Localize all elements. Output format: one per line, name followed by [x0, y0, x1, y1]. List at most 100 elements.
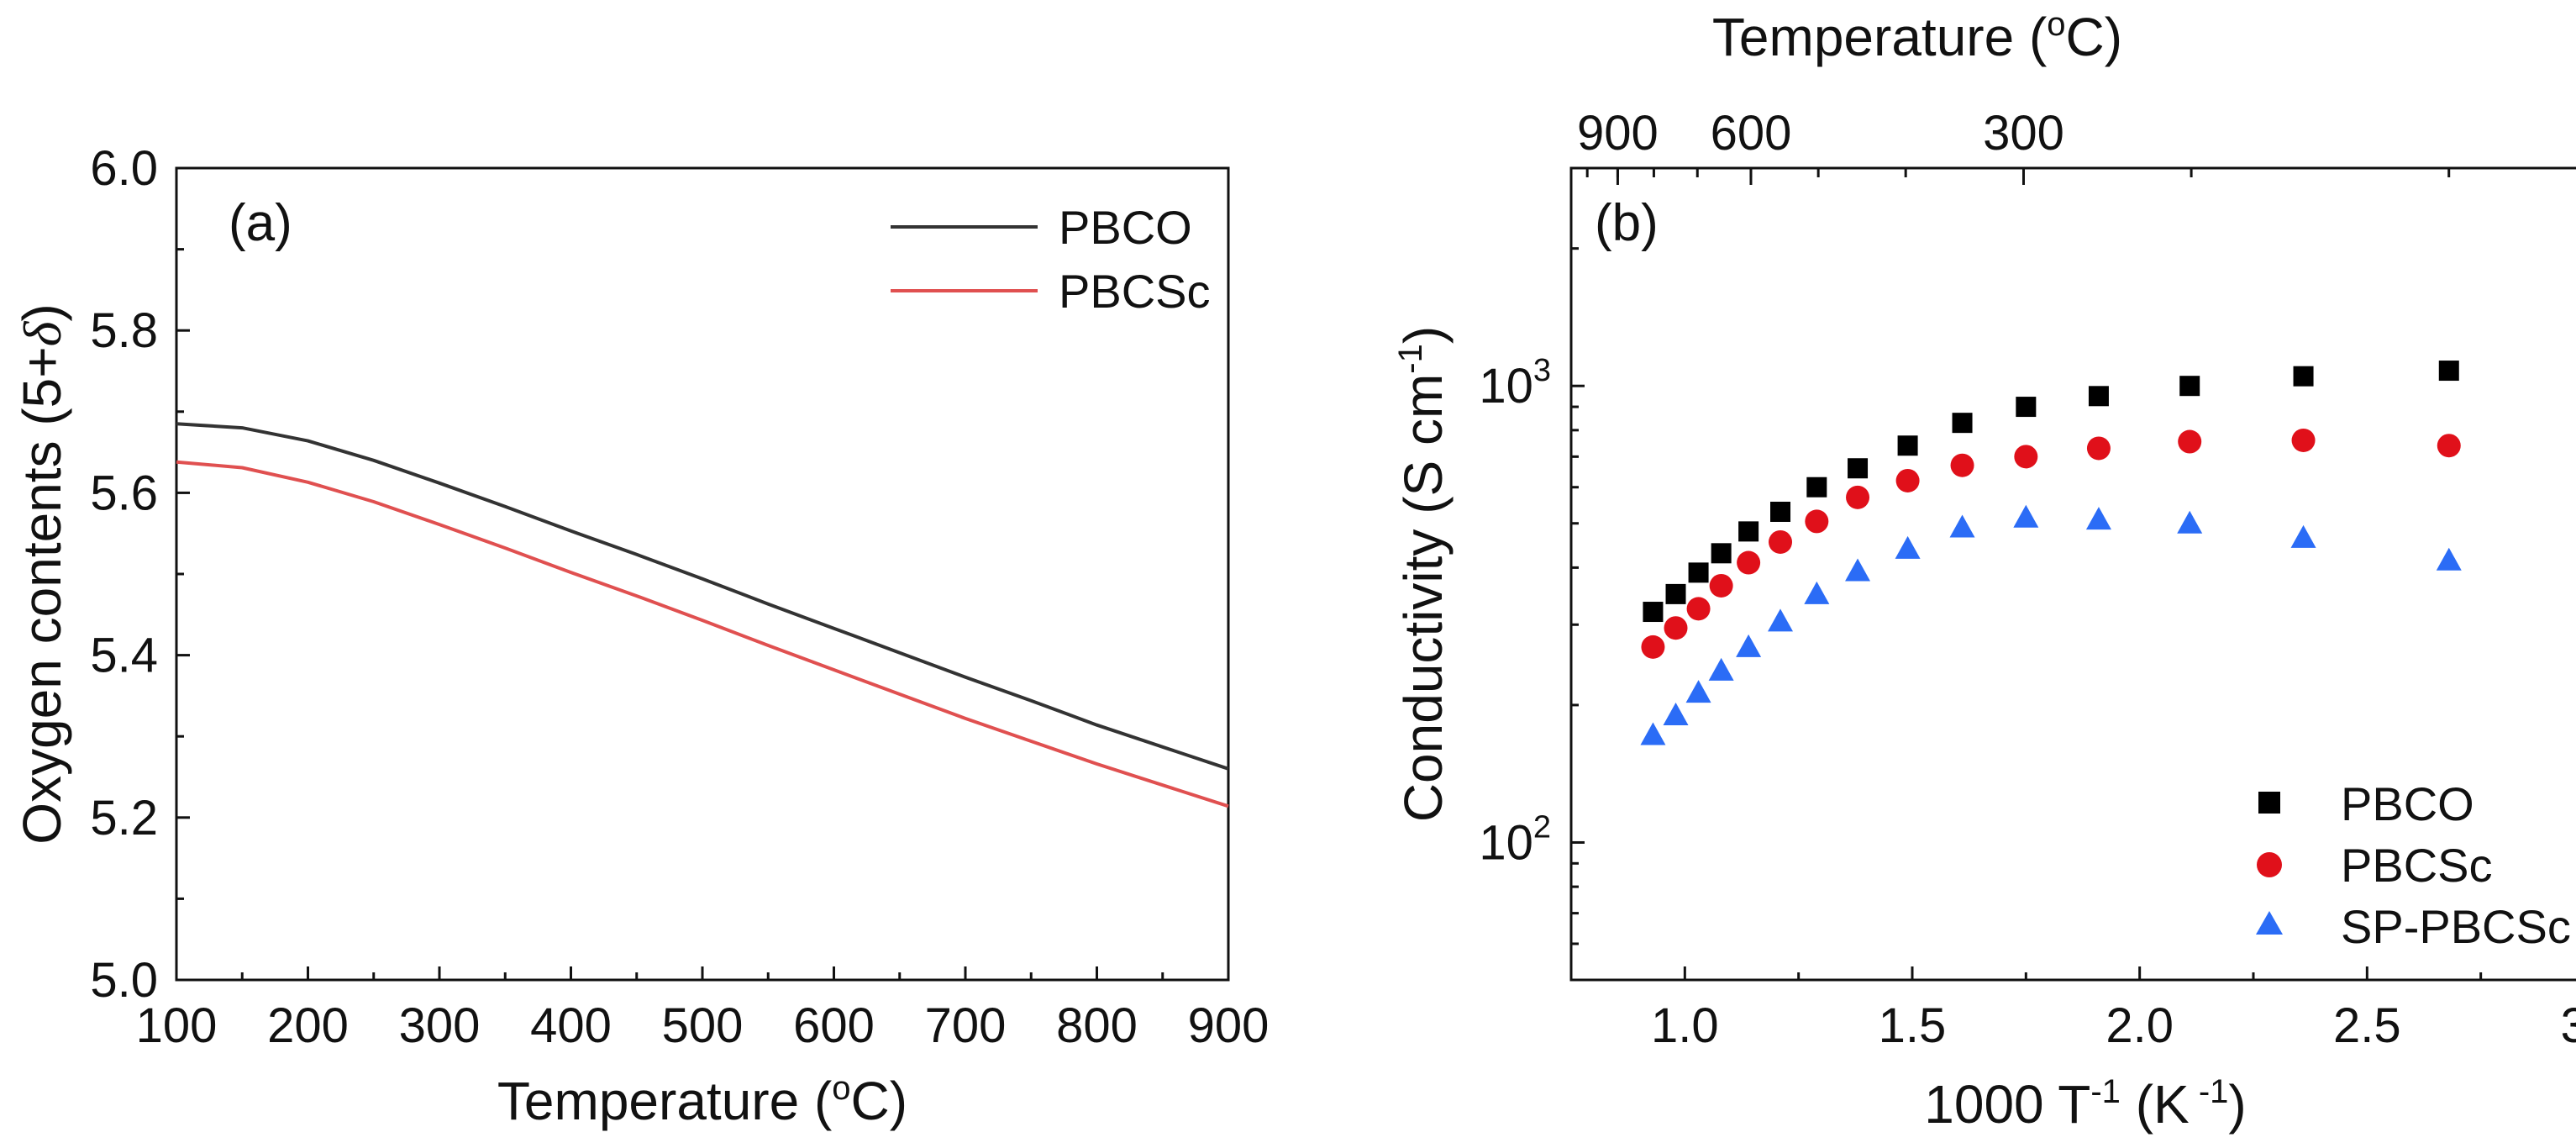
data-point-pbcsc: [1805, 509, 1829, 534]
data-point-pbcsc: [1950, 453, 1974, 477]
data-point-sp-pbcsc: [1845, 558, 1871, 582]
panel-b-y-tick-label: 103: [1479, 353, 1551, 413]
data-point-pbco: [1688, 562, 1709, 583]
panel-a-x-axis-title: Temperature (oC): [497, 1070, 907, 1131]
panel-b-x-tick-label: 1.0: [1651, 998, 1719, 1053]
panel-a-y-tick-label: 5.6: [90, 466, 158, 520]
data-point-sp-pbcsc: [1804, 581, 1830, 604]
panel-a-x-tick-label: 300: [399, 998, 481, 1053]
panel-a-label: (a): [229, 194, 292, 252]
data-point-pbco: [2016, 397, 2037, 418]
data-point-sp-pbcsc: [1736, 634, 1762, 657]
panel-a-x-tick-label: 900: [1188, 998, 1270, 1053]
data-point-pbcsc: [1737, 550, 1761, 575]
data-point-sp-pbcsc: [2085, 507, 2111, 530]
data-point-sp-pbcsc: [1949, 514, 1975, 538]
data-point-sp-pbcsc: [2177, 510, 2203, 534]
data-point-pbcsc: [1641, 635, 1665, 659]
panel-b-x-tick-label: 2.0: [2105, 998, 2174, 1053]
panel-a-series-lines: [176, 422, 1229, 808]
panel-a-y-tick-label: 5.4: [90, 629, 158, 683]
data-point-pbco: [1952, 413, 1973, 434]
data-point-pbco: [1848, 458, 1869, 479]
data-point-pbco: [2179, 376, 2200, 397]
data-point-pbcsc: [2291, 428, 2316, 452]
panel-b-top-axis-title: Temperature (oC): [1712, 6, 2122, 67]
data-point-pbco: [1770, 501, 1791, 522]
panel-b-x-tick-label: 1.5: [1879, 998, 1947, 1053]
data-point-sp-pbcsc: [2013, 504, 2039, 528]
data-point-pbco: [2438, 361, 2459, 382]
y-tick-base: 10: [1479, 359, 1533, 413]
data-point-sp-pbcsc: [1640, 722, 1666, 745]
panel-b-legend: PBCO PBCSc SP-PBCSc: [2256, 777, 2571, 953]
panel-b-x-tick-label: 2.5: [2333, 998, 2401, 1053]
data-point-sp-pbcsc: [2436, 547, 2462, 571]
panel-b-y-axis-title: Conductivity (S cm-1): [1392, 326, 1454, 822]
panel-a-y-tick-label: 5.8: [90, 303, 158, 358]
data-point-pbco: [1897, 435, 1918, 456]
panel-a-x-tick-label: 100: [136, 998, 218, 1053]
data-point-pbco: [1806, 477, 1827, 498]
data-point-pbcsc: [2014, 445, 2038, 469]
panel-b-top-tick-label: 600: [1711, 106, 1792, 161]
legend-marker-pbco: [2258, 792, 2280, 814]
data-point-pbcsc: [2086, 436, 2111, 461]
legend-label-pbco: PBCO: [2341, 777, 2474, 830]
data-point-sp-pbcsc: [1895, 535, 1921, 559]
data-point-pbcsc: [2178, 429, 2202, 454]
panel-a-y-tick-label: 5.2: [90, 791, 158, 845]
panel-a-y-tick-label: 6.0: [90, 141, 158, 196]
panel-b-label: (b): [1595, 194, 1659, 252]
panel-a-x-tick-label: 700: [925, 998, 1007, 1053]
data-point-pbcsc: [1895, 468, 1920, 492]
panel-b-y-tick-label: 102: [1479, 809, 1551, 870]
legend-label-sp-pbcsc: SP-PBCSc: [2341, 900, 2571, 953]
panel-b-plot-frame: [1569, 166, 2576, 982]
panel-a-x-tick-label: 600: [793, 998, 875, 1053]
panel-a-x-tick-label: 200: [267, 998, 349, 1053]
panel-b-data-points: [1640, 361, 2462, 745]
legend-label-pbcsc: PBCSc: [2341, 839, 2493, 892]
data-point-pbcsc: [1664, 616, 1688, 640]
data-point-pbco: [2293, 366, 2314, 387]
data-point-sp-pbcsc: [1685, 680, 1711, 703]
legend-label-pbco: PBCO: [1059, 201, 1192, 254]
data-point-pbcsc: [1769, 529, 1793, 554]
data-point-sp-pbcsc: [1708, 657, 1734, 681]
panel-b-top-axis: 900 600 300: [1577, 106, 2451, 185]
data-point-pbcsc: [1709, 573, 1733, 598]
data-point-sp-pbcsc: [2290, 524, 2316, 548]
legend-marker-pbcsc: [2257, 852, 2282, 877]
data-point-pbcsc: [1846, 485, 1870, 509]
panel-b-top-tick-label: 300: [1983, 106, 2064, 161]
panel-a-x-tick-label: 800: [1056, 998, 1138, 1053]
panel-a-x-tick-label: 500: [662, 998, 744, 1053]
panel-a-y-axis-title: Oxygen contents (5+δ): [12, 303, 72, 844]
y-tick-exponent: 3: [1533, 353, 1551, 388]
series-line-pbco: [176, 422, 1229, 771]
data-point-pbco: [1665, 583, 1686, 604]
y-tick-base: 10: [1479, 815, 1533, 870]
panel-b-ticks: 1.01.52.02.53.0102103: [1479, 166, 2576, 1053]
panel-a-legend: PBCO PBCSc: [891, 201, 1211, 318]
data-point-pbcsc: [2437, 434, 2461, 458]
data-point-pbcsc: [1686, 597, 1711, 621]
data-point-pbco: [1643, 602, 1664, 623]
data-point-sp-pbcsc: [1768, 608, 1794, 632]
data-point-pbco: [2088, 386, 2109, 407]
data-point-pbco: [1738, 521, 1759, 542]
panel-b-x-axis-title: 1000 T-1 (K -1): [1924, 1073, 2246, 1135]
data-point-sp-pbcsc: [1663, 703, 1689, 726]
data-point-pbco: [1711, 543, 1732, 564]
series-line-pbcsc: [176, 460, 1229, 808]
legend-label-pbcsc: PBCSc: [1059, 265, 1211, 318]
panel-b-x-tick-label: 3.0: [2561, 998, 2576, 1053]
panel-b-top-tick-label: 900: [1577, 106, 1659, 161]
panel-a-oxygen-contents-chart: 100 200 300 400 500 600 700 800 900 5.0 5.2 5.4 5.6 5…: [12, 141, 1269, 1131]
panel-a-x-tick-label: 400: [530, 998, 612, 1053]
panel-a-y-tick-label: 5.0: [90, 953, 158, 1008]
panel-a-ticks: 100 200 300 400 500 600 700 800 900 5.0 5.2 5.4 5.6 5…: [90, 141, 1269, 1053]
